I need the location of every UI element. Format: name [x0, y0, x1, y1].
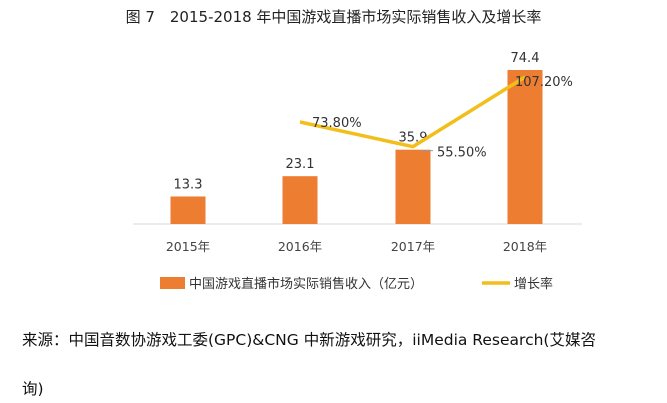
bar-label-3: 74.4 — [511, 51, 540, 66]
legend-line-label: 增长率 — [514, 276, 553, 292]
bar-0 — [170, 196, 206, 224]
source-line-1: 来源：中国音数协游戏工委(GPC)&CNG 中新游戏研究，iiMedia Res… — [22, 331, 596, 349]
line-label-1: 73.80% — [312, 116, 362, 131]
line-label-2: 55.50% — [437, 146, 487, 161]
bar-1 — [282, 176, 318, 224]
bar-label-1: 23.1 — [286, 157, 315, 172]
bar-2 — [395, 149, 431, 224]
growth-line — [299, 75, 526, 149]
legend-bar-swatch — [160, 277, 185, 289]
bar-3 — [507, 70, 543, 224]
chart-title: 图 7 2015-2018 年中国游戏直播市场实际销售收入及增长率 — [125, 8, 542, 26]
x-tick-3: 2018年 — [503, 239, 547, 254]
source-line-2: 询) — [22, 380, 44, 398]
line-label-3: 107.20% — [515, 75, 573, 90]
bar-label-0: 13.3 — [174, 177, 203, 192]
chart: 13.32015年23.12016年35.92017年74.42018年73.8… — [133, 51, 582, 292]
x-tick-0: 2015年 — [166, 239, 210, 254]
x-tick-2: 2017年 — [391, 239, 435, 254]
legend-bar-label: 中国游戏直播市场实际销售收入（亿元） — [189, 276, 423, 292]
x-tick-1: 2016年 — [278, 239, 322, 254]
